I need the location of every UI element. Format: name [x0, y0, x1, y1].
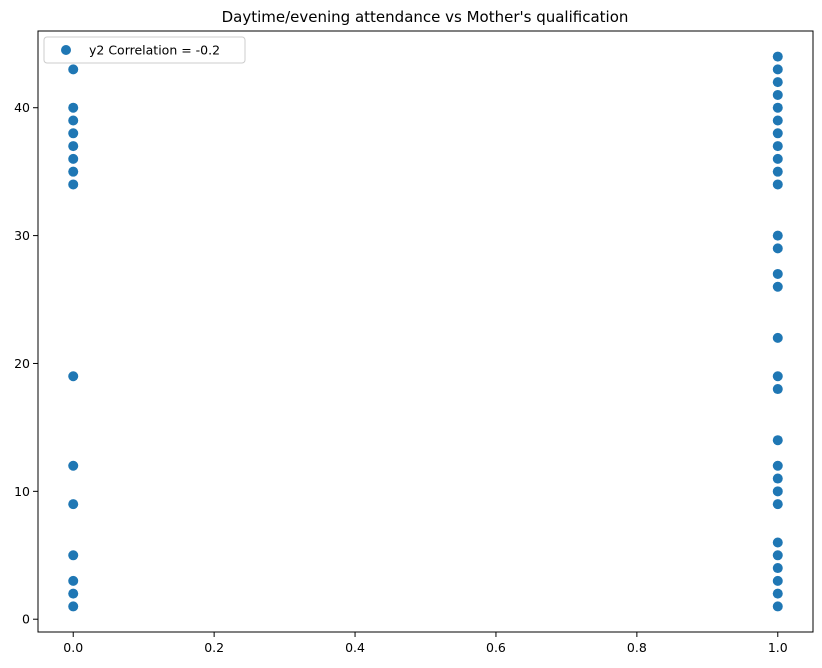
data-point: [68, 601, 79, 612]
data-point: [68, 550, 79, 561]
data-point: [68, 588, 79, 599]
y-tick-label: 10: [14, 484, 30, 499]
data-point: [68, 166, 79, 177]
x-axis: 0.0 0.2 0.4 0.6 0.8 1.0: [63, 632, 788, 655]
data-point: [68, 64, 79, 75]
data-point: [772, 486, 783, 497]
data-point: [68, 153, 79, 164]
data-point: [772, 537, 783, 548]
legend-box: [43, 36, 246, 64]
y-tick-label: 0: [22, 612, 30, 627]
data-point: [68, 575, 79, 586]
data-point: [772, 281, 783, 292]
data-point: [68, 141, 79, 152]
data-point: [772, 588, 783, 599]
x-tick-label: 0.2: [204, 640, 224, 655]
data-point: [772, 473, 783, 484]
data-point: [772, 153, 783, 164]
data-point: [68, 102, 79, 113]
data-point: [772, 77, 783, 88]
x-tick-label: 0.0: [63, 640, 83, 655]
legend-label: y2 Correlation = -0.2: [89, 43, 220, 58]
data-point: [772, 575, 783, 586]
x-tick-label: 0.6: [486, 640, 506, 655]
y-tick-label: 40: [14, 100, 30, 115]
points-layer: [68, 51, 783, 612]
data-point: [772, 563, 783, 574]
data-point: [772, 601, 783, 612]
data-point: [772, 243, 783, 254]
data-point: [772, 435, 783, 446]
legend-marker: [61, 45, 71, 55]
x-tick-label: 1.0: [768, 640, 788, 655]
data-point: [772, 371, 783, 382]
y-tick-label: 20: [14, 356, 30, 371]
data-point: [68, 115, 79, 126]
legend: y2 Correlation = -0.2: [43, 36, 246, 64]
data-point: [772, 166, 783, 177]
data-point: [772, 141, 783, 152]
data-point: [68, 371, 79, 382]
chart-title: Daytime/evening attendance vs Mother's q…: [222, 8, 629, 26]
data-point: [772, 51, 783, 62]
plot-frame: [37, 30, 814, 633]
data-point: [772, 102, 783, 113]
data-point: [68, 128, 79, 139]
data-point: [772, 89, 783, 100]
data-point: [772, 230, 783, 241]
data-point: [772, 550, 783, 561]
x-tick-label: 0.4: [345, 640, 365, 655]
data-point: [772, 179, 783, 190]
x-tick-label: 0.8: [627, 640, 647, 655]
y-axis: 0 10 20 30 40: [14, 100, 38, 627]
data-point: [772, 268, 783, 279]
y-tick-label: 30: [14, 228, 30, 243]
data-point: [68, 460, 79, 471]
data-point: [772, 115, 783, 126]
data-point: [772, 384, 783, 395]
data-point: [68, 499, 79, 510]
data-point: [772, 64, 783, 75]
data-point: [772, 499, 783, 510]
data-point: [68, 179, 79, 190]
data-point: [772, 128, 783, 139]
data-point: [772, 460, 783, 471]
data-point: [772, 332, 783, 343]
